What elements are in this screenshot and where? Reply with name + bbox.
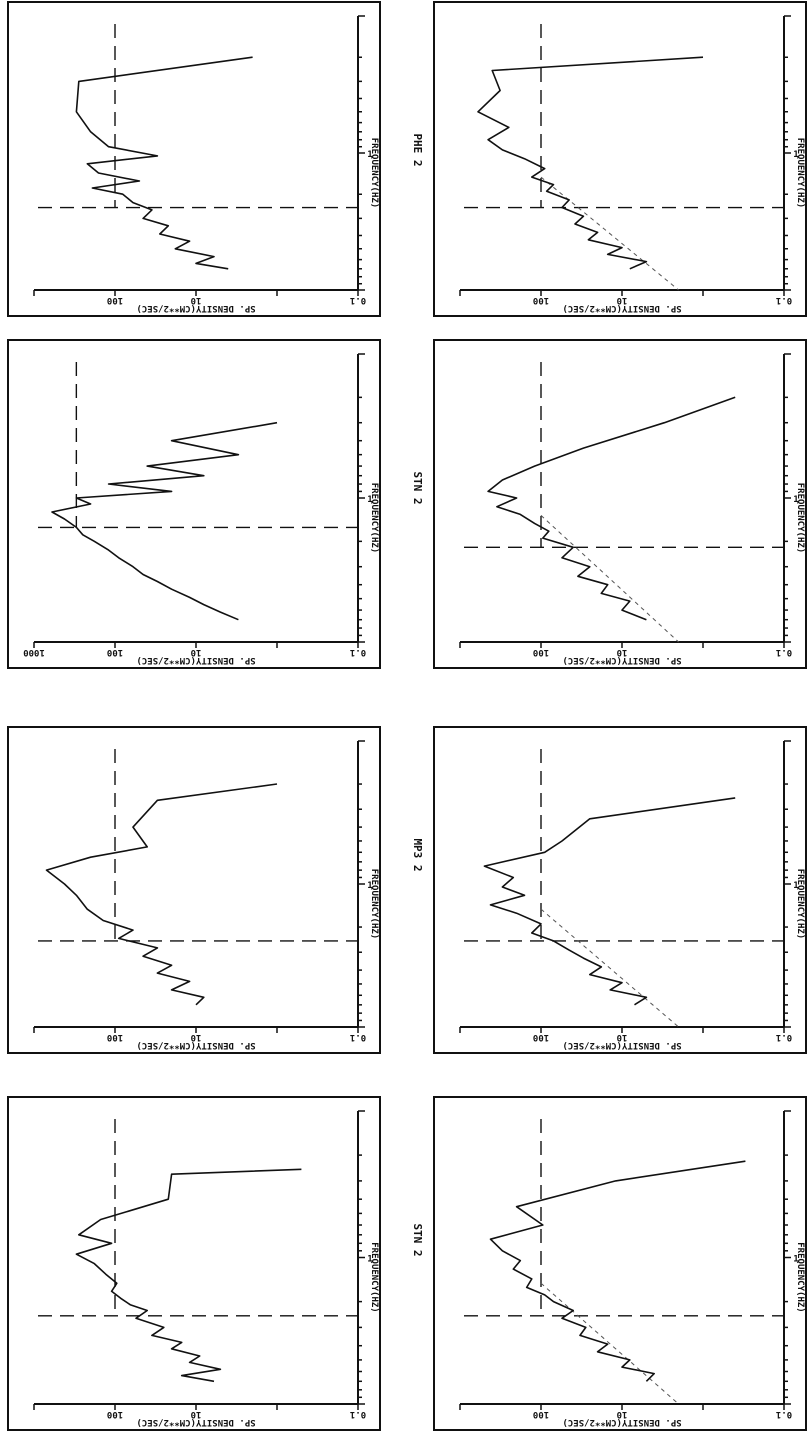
x-tick-label: 1 (793, 495, 798, 505)
y-tick-label: 100 (533, 647, 549, 657)
y-tick-label: 100 (533, 295, 549, 305)
x-tick-label: 1 (367, 150, 372, 160)
caption-col-4: PHE 2 (411, 133, 424, 166)
chart-panel-5: SP. DENSITY(CM**2/SEC) FREQUENCY(HZ)1 0.1 1… (7, 339, 381, 669)
spectral-density-series (51, 421, 278, 621)
y-tick-label: 100 (107, 1032, 123, 1042)
y-tick-label: 0.1 (350, 1032, 366, 1042)
chart-panel-6: SP. DENSITY(CM**2/SEC) FREQUENCY(HZ)1 0.1 1… (433, 339, 807, 669)
spectral-density-series (487, 396, 736, 621)
y-tick-label: 10 (191, 1032, 202, 1042)
y-tick-label: 10 (617, 647, 628, 657)
y-tick-label: 10 (617, 1409, 628, 1419)
y-tick-label: 0.1 (350, 647, 366, 657)
x-tick-label: 1 (367, 1255, 372, 1265)
y-tick-label: 100 (107, 295, 123, 305)
x-axis-label: FREQUENCY(HZ) (369, 138, 379, 208)
x-tick-label: 1 (367, 881, 372, 891)
y-tick-label: 0.1 (350, 1409, 366, 1419)
spectral-density-series (477, 56, 704, 270)
chart-panel-7: SP. DENSITY(CM**2/SEC) FREQUENCY(HZ)1 0.1 1… (7, 1, 381, 317)
rolloff-slope-line (540, 1282, 679, 1405)
x-tick-label: 1 (367, 495, 372, 505)
chart-frame (7, 339, 381, 669)
rolloff-slope-line (540, 908, 679, 1028)
y-axis-label: SP. DENSITY(CM**2/SEC) (562, 303, 681, 313)
y-tick-label: 0.1 (776, 647, 792, 657)
chart-frame (433, 726, 807, 1054)
chart-frame (7, 1, 381, 317)
y-tick-label: 100 (533, 1032, 549, 1042)
y-axis-label: SP. DENSITY(CM**2/SEC) (136, 303, 255, 313)
y-tick-label: 0.1 (776, 1032, 792, 1042)
y-tick-label: 0.1 (776, 1409, 792, 1419)
y-axis-label: SP. DENSITY(CM**2/SEC) (136, 655, 255, 665)
y-axis-label: SP. DENSITY(CM**2/SEC) (562, 655, 681, 665)
chart-panel-1: SP. DENSITY(CM**2/SEC) FREQUENCY(HZ)1 0.1 1… (7, 1096, 381, 1431)
y-axis-label: SP. DENSITY(CM**2/SEC) (562, 1040, 681, 1050)
chart-frame (433, 339, 807, 669)
y-tick-label: 10 (617, 1032, 628, 1042)
x-axis-label: FREQUENCY(HZ) (795, 1242, 805, 1312)
chart-frame (433, 1, 807, 317)
x-tick-label: 1 (793, 881, 798, 891)
spectral-density-series (45, 783, 278, 1006)
spectral-density-series (75, 56, 253, 270)
y-tick-label: 100 (533, 1409, 549, 1419)
y-tick-label: 10 (191, 295, 202, 305)
spectral-density-charts: SP. DENSITY(CM**2/SEC)FREQUENCY(HZ)10.11… (7, 1, 807, 1431)
y-tick-label: 100 (107, 647, 123, 657)
y-tick-label: 10 (191, 1409, 202, 1419)
spectral-density-series (489, 1160, 746, 1382)
y-axis-label: SP. DENSITY(CM**2/SEC) (562, 1417, 681, 1427)
chart-panel-4: SP. DENSITY(CM**2/SEC) FREQUENCY(HZ)1 0.1 1… (433, 726, 807, 1054)
x-tick-label: 1 (793, 150, 798, 160)
rolloff-slope-line (540, 176, 679, 291)
x-axis-label: FREQUENCY(HZ) (795, 869, 805, 939)
caption-col-1: STN 2 (411, 1223, 424, 1256)
y-tick-label: 10 (191, 647, 202, 657)
y-tick-label: 1000 (23, 647, 45, 657)
chart-panel-8: SP. DENSITY(CM**2/SEC) FREQUENCY(HZ)1 0.1 1… (433, 1, 807, 317)
y-tick-label: 0.1 (776, 295, 792, 305)
caption-col-2: MP3 2 (411, 838, 424, 871)
spectral-density-series (483, 797, 736, 1006)
chart-panel-2: SP. DENSITY(CM**2/SEC) FREQUENCY(HZ)1 0.1 1… (433, 1096, 807, 1431)
chart-panel-3: SP. DENSITY(CM**2/SEC) FREQUENCY(HZ)1 0.1 1… (7, 726, 381, 1054)
x-axis-label: FREQUENCY(HZ) (795, 483, 805, 553)
x-axis-label: FREQUENCY(HZ) (369, 869, 379, 939)
chart-frame (7, 726, 381, 1054)
y-tick-label: 100 (107, 1409, 123, 1419)
rolloff-slope-line (540, 514, 679, 643)
chart-frame (433, 1096, 807, 1431)
y-tick-label: 0.1 (350, 295, 366, 305)
chart-frame (7, 1096, 381, 1431)
x-axis-label: FREQUENCY(HZ) (369, 1242, 379, 1312)
x-axis-label: FREQUENCY(HZ) (369, 483, 379, 553)
y-tick-label: 10 (617, 295, 628, 305)
y-axis-label: SP. DENSITY(CM**2/SEC) (136, 1040, 255, 1050)
x-tick-label: 1 (793, 1255, 798, 1265)
spectral-density-series (75, 1168, 302, 1383)
x-axis-label: FREQUENCY(HZ) (795, 138, 805, 208)
y-axis-label: SP. DENSITY(CM**2/SEC) (136, 1417, 255, 1427)
caption-col-3: STN 2 (411, 471, 424, 504)
